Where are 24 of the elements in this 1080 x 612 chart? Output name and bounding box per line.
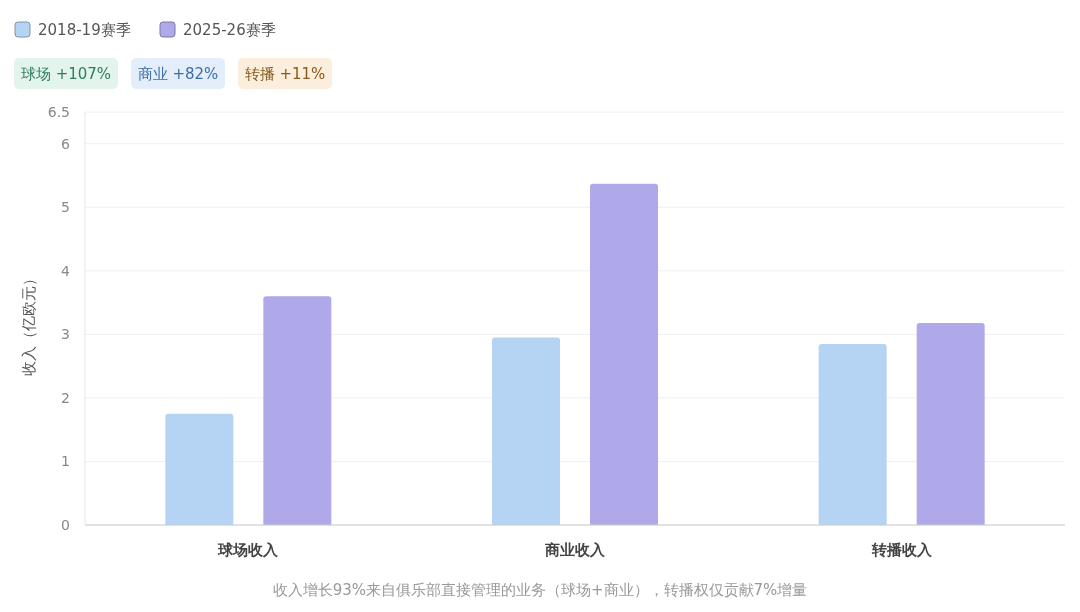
y-tick-label: 6.5 bbox=[47, 104, 70, 120]
x-tick-label: 商业收入 bbox=[544, 541, 606, 559]
x-tick-label: 球场收入 bbox=[217, 541, 280, 559]
y-tick-label: 5 bbox=[61, 199, 70, 216]
text: 球场 +107% bbox=[20, 65, 112, 83]
text: 收入增长93%来自俱乐部直接管理的业务（球场+商业），转播权仅贡献7%增量 bbox=[272, 581, 808, 599]
y-tick-label: 3 bbox=[61, 326, 70, 343]
bar bbox=[590, 183, 658, 525]
x-tick-label: 转播收入 bbox=[870, 541, 933, 559]
y-tick-label: 1 bbox=[61, 453, 70, 470]
y-tick-label: 6 bbox=[61, 135, 71, 152]
bar bbox=[916, 322, 985, 525]
legend-label: 2025-26赛季 bbox=[183, 21, 276, 39]
legend-label: 2018-19赛季 bbox=[38, 21, 131, 39]
bar bbox=[165, 413, 234, 525]
y-tick-label: 2 bbox=[61, 389, 70, 406]
bar bbox=[263, 296, 332, 525]
y-tick-label: 4 bbox=[61, 262, 71, 279]
bar bbox=[818, 343, 887, 525]
bar bbox=[492, 337, 560, 525]
y-axis-title: 收入（亿欧元） bbox=[20, 271, 38, 376]
text: 商业 +82% bbox=[137, 65, 219, 83]
text: 转播 +11% bbox=[244, 65, 326, 83]
y-tick-label: 0 bbox=[61, 517, 70, 533]
